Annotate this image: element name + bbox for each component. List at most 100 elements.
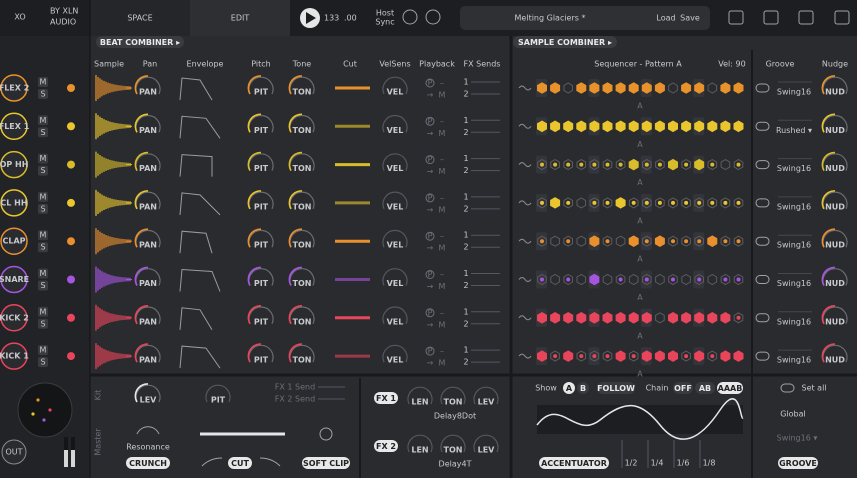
icon-button[interactable] <box>425 9 441 25</box>
step[interactable] <box>654 350 665 362</box>
fx-button-bg[interactable] <box>374 440 398 452</box>
knob-ring[interactable] <box>248 229 274 248</box>
step[interactable] <box>720 350 731 362</box>
knob-ring[interactable] <box>440 386 466 405</box>
step[interactable] <box>681 312 692 324</box>
icon-button[interactable] <box>402 9 418 25</box>
step[interactable] <box>550 197 561 209</box>
knob-ring[interactable] <box>382 114 408 133</box>
beat-combiner-bg[interactable] <box>96 36 184 48</box>
step[interactable] <box>563 159 573 171</box>
solo-bg[interactable] <box>38 203 48 214</box>
step[interactable] <box>681 273 691 286</box>
sample-combiner-bg[interactable] <box>513 36 617 48</box>
step[interactable] <box>602 82 613 94</box>
pattern-b-bg[interactable] <box>577 382 589 394</box>
step[interactable] <box>642 235 652 247</box>
step[interactable] <box>550 235 560 247</box>
step[interactable] <box>576 159 587 171</box>
step[interactable] <box>615 350 626 362</box>
step[interactable] <box>563 235 573 247</box>
step[interactable] <box>681 82 692 94</box>
track-button[interactable] <box>0 74 28 102</box>
step[interactable] <box>720 235 731 247</box>
step[interactable] <box>681 120 692 133</box>
cut-button-bg[interactable] <box>228 457 252 469</box>
step[interactable] <box>668 235 678 247</box>
step[interactable] <box>707 350 718 362</box>
step[interactable] <box>576 273 587 286</box>
step[interactable] <box>655 273 665 286</box>
tab[interactable]: SPACE <box>127 14 152 23</box>
accentuator-button-bg[interactable] <box>539 457 609 469</box>
step[interactable] <box>615 159 626 171</box>
step[interactable] <box>576 235 587 247</box>
solo-bg[interactable] <box>38 280 48 291</box>
step[interactable] <box>628 312 639 324</box>
knob-ring[interactable] <box>135 191 161 210</box>
step[interactable] <box>707 312 718 324</box>
groove-toggle[interactable] <box>755 313 770 323</box>
toolbar-icon[interactable] <box>728 10 744 25</box>
step[interactable] <box>707 82 718 94</box>
knob-ring[interactable] <box>822 344 848 363</box>
knob-ring[interactable] <box>135 384 161 403</box>
step[interactable] <box>563 82 573 94</box>
soft-clip-knob[interactable] <box>319 427 333 441</box>
step[interactable] <box>589 120 600 133</box>
track-button[interactable] <box>0 342 28 370</box>
mute-bg[interactable] <box>38 153 48 164</box>
step[interactable] <box>628 197 639 209</box>
groove-toggle[interactable] <box>755 351 770 361</box>
solo-bg[interactable] <box>38 242 48 253</box>
groove-toggle[interactable] <box>755 236 770 246</box>
mute-bg[interactable] <box>38 230 48 241</box>
fx-button-bg[interactable] <box>374 392 398 404</box>
knob-ring[interactable] <box>135 76 161 95</box>
mute-bg[interactable] <box>38 191 48 202</box>
step[interactable] <box>694 120 705 133</box>
track-button[interactable] <box>0 150 28 179</box>
knob-ring[interactable] <box>289 76 315 95</box>
step[interactable] <box>602 120 613 133</box>
step[interactable] <box>733 312 744 324</box>
step[interactable] <box>550 82 561 94</box>
chain-off-bg[interactable] <box>673 382 693 394</box>
step[interactable] <box>733 120 744 133</box>
knob-ring[interactable] <box>382 153 408 171</box>
knob-ring[interactable] <box>822 114 848 133</box>
track-button[interactable] <box>0 227 28 255</box>
step[interactable] <box>654 82 665 94</box>
step[interactable] <box>576 312 587 324</box>
knob-ring[interactable] <box>382 344 408 363</box>
groove-button-bg[interactable] <box>778 457 818 469</box>
step[interactable] <box>628 158 639 171</box>
step[interactable] <box>641 120 652 133</box>
step[interactable] <box>641 350 652 362</box>
step[interactable] <box>733 235 744 247</box>
step[interactable] <box>628 350 639 362</box>
step[interactable] <box>733 82 744 94</box>
step[interactable] <box>668 158 678 171</box>
step[interactable] <box>602 197 613 209</box>
knob-ring[interactable] <box>822 306 848 325</box>
knob-ring[interactable] <box>407 386 433 405</box>
fx-preset[interactable]: Delay8Dot <box>434 412 476 421</box>
toolbar-icon[interactable] <box>763 10 779 25</box>
knob-ring[interactable] <box>248 76 274 95</box>
step[interactable] <box>694 82 705 94</box>
chain-aaab-bg[interactable] <box>717 382 743 394</box>
step[interactable] <box>720 82 731 94</box>
chain-ab-bg[interactable] <box>695 382 715 394</box>
step[interactable] <box>615 197 626 209</box>
knob-ring[interactable] <box>382 191 408 210</box>
step[interactable] <box>576 350 587 362</box>
soft-clip-button-bg[interactable] <box>302 457 350 469</box>
step[interactable] <box>537 273 547 286</box>
knob-ring[interactable] <box>289 191 315 210</box>
mute-bg[interactable] <box>38 345 48 356</box>
knob-ring[interactable] <box>135 114 161 133</box>
step[interactable] <box>589 197 600 209</box>
step[interactable] <box>655 312 665 324</box>
knob-ring[interactable] <box>822 229 848 248</box>
